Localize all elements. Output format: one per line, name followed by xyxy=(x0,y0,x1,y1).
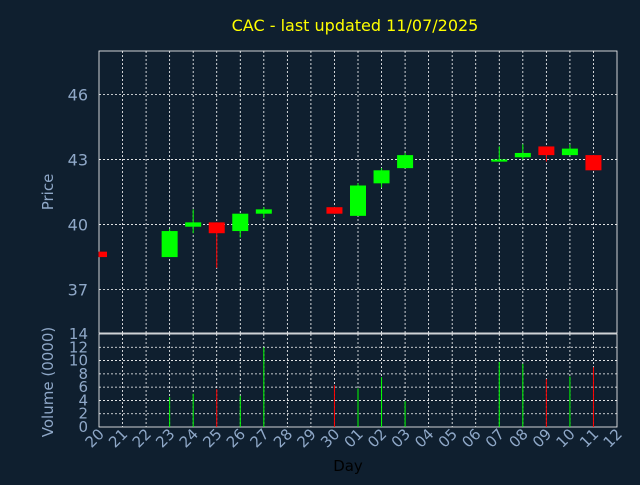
candle-body xyxy=(232,213,249,232)
x-axis-label: Day xyxy=(333,457,363,475)
x-tick-label: 07 xyxy=(482,425,508,451)
volume-tick-label: 0 xyxy=(78,418,88,436)
x-tick-label: 22 xyxy=(129,425,155,451)
x-tick-label: 12 xyxy=(600,425,626,451)
x-tick-label: 11 xyxy=(576,425,602,451)
price-tick-label: 43 xyxy=(68,150,88,169)
x-tick-label: 29 xyxy=(294,425,320,451)
volume-tick-label: 6 xyxy=(78,378,88,396)
volume-axis-label: Volume (0000) xyxy=(39,327,57,437)
price-axis-label: Price xyxy=(39,174,57,211)
candle-body xyxy=(326,207,343,214)
candle-body xyxy=(491,159,508,162)
x-tick-label: 26 xyxy=(223,425,249,451)
candle-body xyxy=(373,170,390,184)
x-tick-label: 01 xyxy=(341,425,367,451)
candle-body xyxy=(350,185,366,216)
candle-body xyxy=(208,222,225,234)
candle-body xyxy=(561,148,578,156)
x-tick-label: 27 xyxy=(246,425,272,451)
volume-tick-label: 12 xyxy=(69,338,88,356)
x-tick-label: 23 xyxy=(152,425,178,451)
price-tick-label: 37 xyxy=(68,281,88,300)
x-tick-label: 06 xyxy=(458,425,484,451)
price-tick-label: 46 xyxy=(68,85,88,104)
candle-body xyxy=(185,222,202,227)
x-tick-label: 21 xyxy=(105,425,131,451)
x-tick-label: 28 xyxy=(270,425,296,451)
candle-body xyxy=(585,155,602,171)
candle-body xyxy=(255,209,272,214)
x-tick-label: 24 xyxy=(176,425,202,451)
volume-tick-label: 2 xyxy=(78,405,88,423)
volume-tick-label: 4 xyxy=(78,391,88,409)
volume-tick-label: 10 xyxy=(69,352,88,370)
x-tick-label: 04 xyxy=(411,425,437,451)
x-tick-label: 08 xyxy=(505,425,531,451)
chart-title: CAC - last updated 11/07/2025 xyxy=(232,16,479,35)
x-tick-label: 10 xyxy=(553,425,579,451)
price-tick-label: 40 xyxy=(68,216,88,235)
x-axis-ticks: 2021222324252627282930010203040506070809… xyxy=(82,425,626,451)
x-tick-label: 03 xyxy=(388,425,414,451)
candle-body xyxy=(514,152,531,158)
price-panel: 37 40 43 46 xyxy=(68,50,618,334)
candle-body xyxy=(538,146,555,156)
x-tick-label: 25 xyxy=(199,425,225,451)
x-tick-label: 09 xyxy=(529,425,555,451)
volume-tick-label: 14 xyxy=(69,325,88,343)
x-tick-label: 05 xyxy=(435,425,461,451)
x-tick-label: 02 xyxy=(364,425,390,451)
candle-body xyxy=(161,231,178,258)
x-tick-label: 30 xyxy=(317,425,343,451)
volume-tick-label: 8 xyxy=(78,365,88,383)
candle-body xyxy=(397,155,414,169)
candle-body xyxy=(99,251,107,258)
